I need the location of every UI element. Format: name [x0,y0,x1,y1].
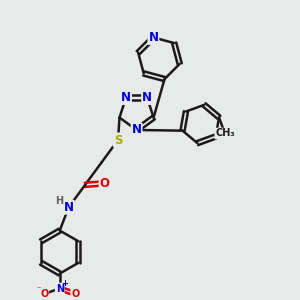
Text: N: N [56,284,64,293]
Text: N: N [64,201,74,214]
Text: S: S [114,134,122,146]
Text: +: + [61,279,69,288]
Text: O: O [71,289,80,299]
Text: N: N [148,31,158,44]
Text: N: N [121,91,131,104]
Text: O: O [40,289,48,299]
Text: CH₃: CH₃ [215,128,235,139]
Text: H: H [55,196,63,206]
Text: N: N [142,91,152,104]
Text: N: N [132,124,142,136]
Text: O: O [100,177,110,190]
Text: ⁻: ⁻ [37,284,41,293]
